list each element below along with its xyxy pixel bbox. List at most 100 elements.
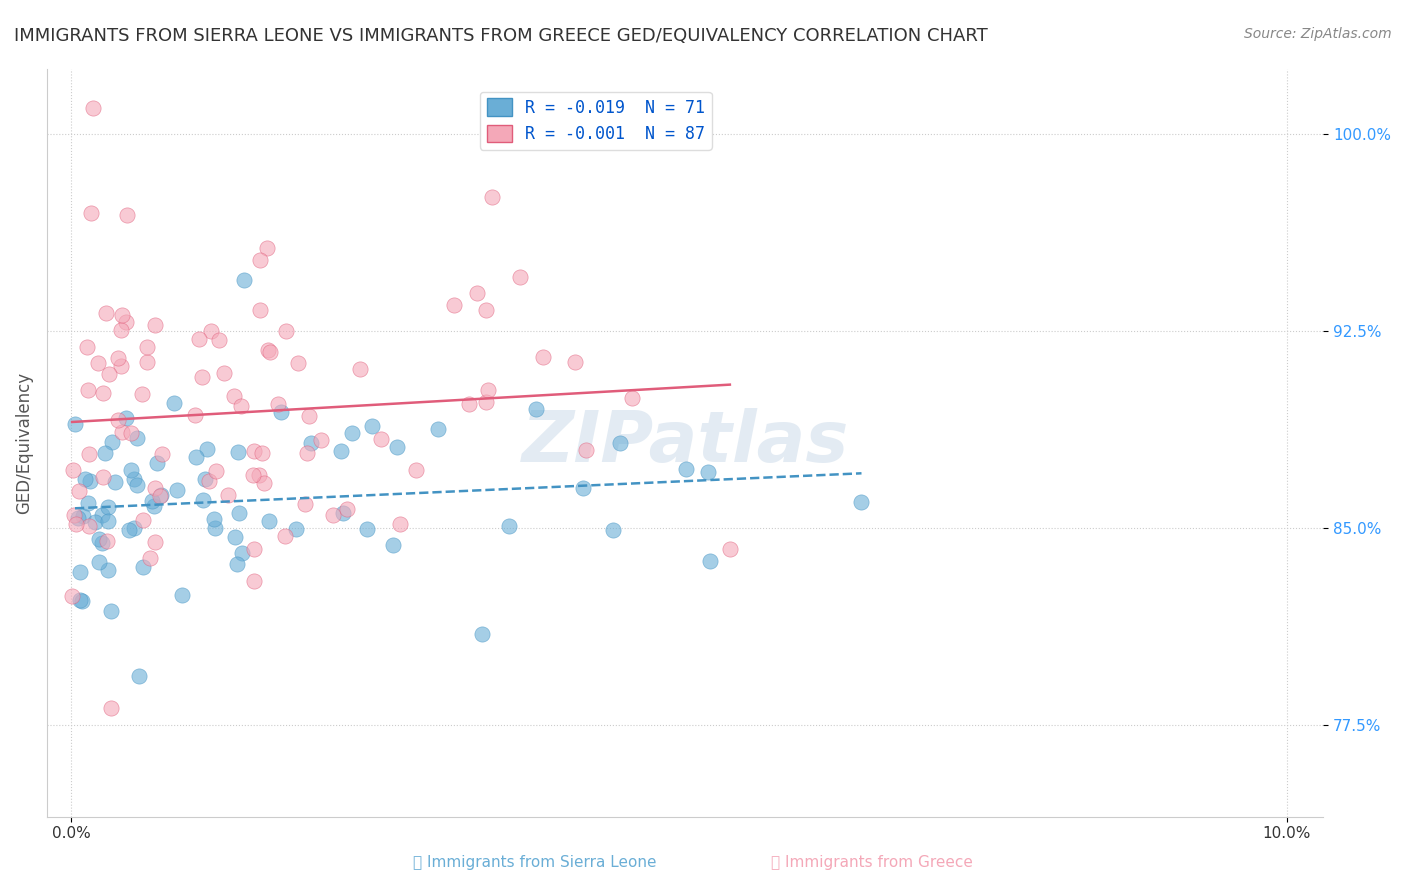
Point [243, 443, 266, 458]
Point [274, 529, 297, 543]
Point [571, 481, 593, 495]
Point [564, 355, 586, 369]
Point [149, 489, 172, 503]
Point [96, 534, 118, 549]
Point [66, 511, 89, 525]
Point [465, 286, 488, 301]
Point [87, 533, 110, 547]
Point [389, 517, 412, 532]
Point [299, 436, 322, 450]
Point [675, 461, 697, 475]
Point [69, 565, 91, 579]
Point [208, 333, 231, 347]
Point [274, 325, 297, 339]
Point [63, 417, 86, 432]
Point [477, 383, 499, 397]
Point [128, 669, 150, 683]
Point [322, 508, 344, 523]
Point [114, 411, 136, 425]
Point [107, 413, 129, 427]
Point [143, 481, 166, 495]
Point [284, 522, 307, 536]
Point [110, 359, 132, 374]
Y-axis label: GED/Equivalency: GED/Equivalency [15, 371, 32, 514]
Point [91, 535, 114, 549]
Point [191, 493, 214, 508]
Point [200, 324, 222, 338]
Point [385, 440, 408, 454]
Point [224, 530, 246, 544]
Text: IMMIGRANTS FROM SIERRA LEONE VS IMMIGRANTS FROM GREECE GED/EQUIVALENCY CORRELATI: IMMIGRANTS FROM SIERRA LEONE VS IMMIGRAN… [14, 27, 988, 45]
Point [247, 468, 270, 483]
Point [249, 252, 271, 267]
Point [356, 522, 378, 536]
Point [166, 483, 188, 497]
Point [111, 308, 134, 322]
Point [141, 494, 163, 508]
Point [697, 465, 720, 479]
Point [332, 506, 354, 520]
Text: ZIPatlas: ZIPatlas [522, 408, 849, 477]
Point [191, 370, 214, 384]
Point [69, 592, 91, 607]
Point [340, 426, 363, 441]
Point [143, 499, 166, 513]
Text: ⬛ Immigrants from Greece: ⬛ Immigrants from Greece [770, 855, 973, 870]
Point [127, 477, 149, 491]
Point [204, 520, 226, 534]
Point [91, 508, 114, 523]
Point [475, 395, 498, 409]
Point [481, 190, 503, 204]
Point [231, 546, 253, 560]
Point [65, 517, 87, 532]
Point [256, 241, 278, 255]
Point [259, 344, 281, 359]
Point [531, 351, 554, 365]
Point [370, 432, 392, 446]
Point [287, 356, 309, 370]
Point [509, 270, 531, 285]
Point [75, 472, 97, 486]
Point [621, 391, 644, 405]
Point [184, 450, 207, 465]
Point [228, 506, 250, 520]
Point [475, 302, 498, 317]
Point [224, 389, 246, 403]
Point [77, 496, 100, 510]
Point [97, 563, 120, 577]
Point [609, 436, 631, 450]
Point [311, 434, 333, 448]
Point [114, 315, 136, 329]
Point [76, 340, 98, 354]
Point [107, 351, 129, 366]
Point [405, 463, 427, 477]
Point [110, 323, 132, 337]
Point [243, 574, 266, 589]
Point [266, 397, 288, 411]
Point [718, 542, 741, 557]
Point [132, 513, 155, 527]
Point [231, 399, 253, 413]
Point [93, 470, 115, 484]
Point [602, 523, 624, 537]
Point [80, 206, 103, 220]
Point [851, 495, 873, 509]
Point [136, 355, 159, 369]
Point [242, 467, 264, 482]
Point [70, 593, 93, 607]
Point [226, 557, 249, 571]
Text: ⬛ Immigrants from Sierra Leone: ⬛ Immigrants from Sierra Leone [412, 855, 657, 870]
Point [97, 368, 120, 382]
Point [72, 508, 94, 523]
Point [111, 425, 134, 439]
Point [294, 497, 316, 511]
Point [443, 298, 465, 312]
Point [94, 446, 117, 460]
Point [297, 446, 319, 460]
Point [131, 387, 153, 401]
Point [163, 396, 186, 410]
Point [91, 385, 114, 400]
Point [202, 511, 225, 525]
Point [252, 446, 274, 460]
Point [253, 475, 276, 490]
